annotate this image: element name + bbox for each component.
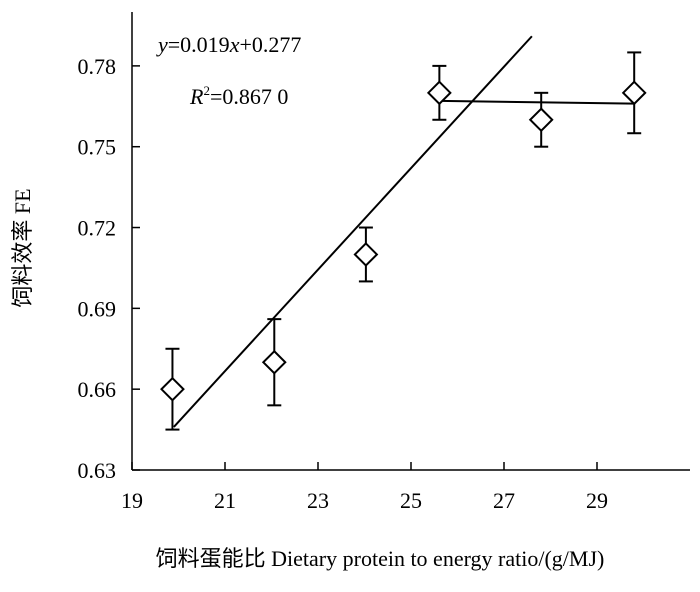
r-squared: R2=0.867 0 — [189, 83, 288, 109]
x-tick-label: 29 — [586, 488, 608, 513]
y-tick-label: 0.75 — [78, 135, 117, 160]
y-tick-label: 0.66 — [78, 377, 117, 402]
fit-equation: y=0.019x+0.277 — [156, 32, 301, 57]
data-point — [621, 80, 647, 106]
data-markers — [160, 80, 647, 402]
data-point — [261, 349, 287, 375]
x-tick-label: 21 — [214, 488, 236, 513]
axis-ticks: 19 21 23 25 27 29 0.63 0.66 0.69 0.72 0.75 0.78 — [78, 54, 609, 513]
x-tick-label: 27 — [493, 488, 515, 513]
x-tick-label: 25 — [400, 488, 422, 513]
x-tick-label: 23 — [307, 488, 329, 513]
fit-lines — [173, 35, 635, 428]
y-tick-label: 0.72 — [78, 216, 117, 241]
data-point — [353, 242, 379, 267]
data-point — [160, 376, 185, 402]
data-point — [426, 80, 452, 106]
data-point — [528, 107, 554, 133]
y-tick-label: 0.78 — [78, 54, 117, 79]
x-tick-label: 19 — [121, 488, 143, 513]
x-axis-label: 饲料蛋能比 Dietary protein to energy ratio/(g… — [156, 546, 605, 571]
y-tick-label: 0.69 — [78, 296, 117, 321]
fit-line — [439, 99, 635, 105]
y-tick-label: 0.63 — [78, 458, 117, 483]
y-axis-label: 饲料效率 FE — [10, 188, 35, 307]
